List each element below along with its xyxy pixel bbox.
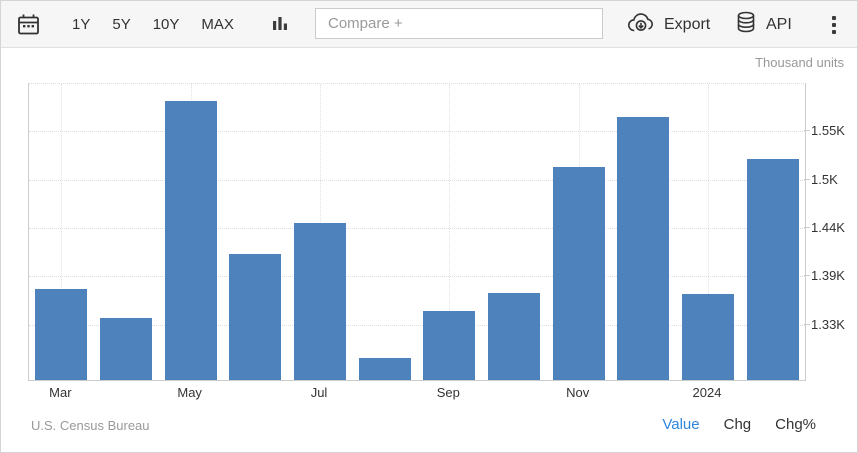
bar-jul[interactable] bbox=[294, 223, 346, 380]
x-gridline bbox=[449, 84, 451, 380]
export-button[interactable]: Export bbox=[626, 10, 710, 40]
plot-area bbox=[28, 83, 806, 381]
footer-link-value[interactable]: Value bbox=[662, 416, 700, 433]
x-tick-label: Nov bbox=[566, 385, 590, 400]
y-gridline bbox=[29, 179, 805, 181]
chart-section: Thousand units 1.55K 1.5K 1.44K 1.39K 1.33K … bbox=[1, 48, 857, 452]
export-label: Export bbox=[664, 16, 711, 33]
range-button-1y[interactable]: 1Y bbox=[72, 15, 91, 33]
database-icon bbox=[734, 10, 758, 41]
y-tick-mark bbox=[804, 323, 810, 325]
toolbar: 1Y 5Y 10Y MAX Export bbox=[1, 1, 857, 48]
compare-input[interactable] bbox=[315, 8, 603, 39]
y-tick-mark bbox=[804, 130, 810, 132]
bar-jan[interactable] bbox=[682, 293, 734, 380]
y-tick-mark bbox=[804, 227, 810, 229]
y-gridline bbox=[29, 324, 805, 326]
x-tick-label: 2024 bbox=[692, 385, 722, 400]
bar-may[interactable] bbox=[164, 101, 217, 380]
footer-link-chgpct[interactable]: Chg% bbox=[775, 416, 816, 433]
unit-label: Thousand units bbox=[755, 55, 844, 70]
y-tick-label: 1.33K bbox=[811, 316, 845, 332]
bar-jun[interactable] bbox=[229, 253, 282, 380]
api-label: API bbox=[766, 16, 792, 33]
y-tick-mark bbox=[804, 275, 810, 277]
range-buttons: 1Y 5Y 10Y MAX bbox=[71, 1, 235, 47]
bar-sep[interactable] bbox=[423, 311, 476, 380]
calendar-icon bbox=[15, 11, 42, 38]
range-button-5y[interactable]: 5Y bbox=[112, 15, 131, 33]
bar-aug[interactable] bbox=[358, 358, 411, 380]
y-gridline bbox=[29, 228, 805, 230]
bar-mar[interactable] bbox=[35, 288, 88, 380]
more-options-button[interactable] bbox=[825, 12, 843, 38]
x-tick-label: Sep bbox=[436, 385, 460, 400]
x-gridline bbox=[708, 84, 709, 380]
y-tick-mark bbox=[804, 178, 810, 180]
cloud-download-icon bbox=[626, 12, 656, 39]
x-gridline bbox=[61, 84, 63, 380]
bar-feb[interactable] bbox=[746, 158, 799, 380]
bar-dec[interactable] bbox=[617, 117, 670, 380]
calendar-button[interactable] bbox=[15, 11, 42, 38]
chart-type-button[interactable] bbox=[269, 14, 291, 34]
range-button-max[interactable]: MAX bbox=[201, 15, 234, 33]
y-gridline bbox=[29, 131, 805, 133]
bar-chart-icon bbox=[270, 14, 290, 34]
x-tick-label: May bbox=[177, 385, 202, 400]
kebab-menu-icon bbox=[832, 16, 836, 34]
y-tick-label: 1.55K bbox=[811, 123, 845, 139]
x-tick-label: Jul bbox=[310, 385, 328, 400]
bar-apr[interactable] bbox=[100, 318, 152, 380]
footer-link-chg[interactable]: Chg bbox=[723, 416, 752, 433]
range-button-10y[interactable]: 10Y bbox=[152, 15, 180, 33]
footer-links: Value Chg Chg% bbox=[662, 416, 816, 433]
x-tick-label: Mar bbox=[49, 385, 72, 400]
y-tick-label: 1.39K bbox=[811, 268, 845, 284]
y-gridline bbox=[29, 276, 805, 278]
api-button[interactable]: API bbox=[734, 10, 792, 40]
y-tick-label: 1.44K bbox=[811, 220, 845, 236]
source-label: U.S. Census Bureau bbox=[31, 418, 150, 433]
y-tick-label: 1.5K bbox=[811, 171, 838, 187]
bar-nov[interactable] bbox=[552, 166, 605, 380]
bar-oct[interactable] bbox=[488, 292, 540, 380]
